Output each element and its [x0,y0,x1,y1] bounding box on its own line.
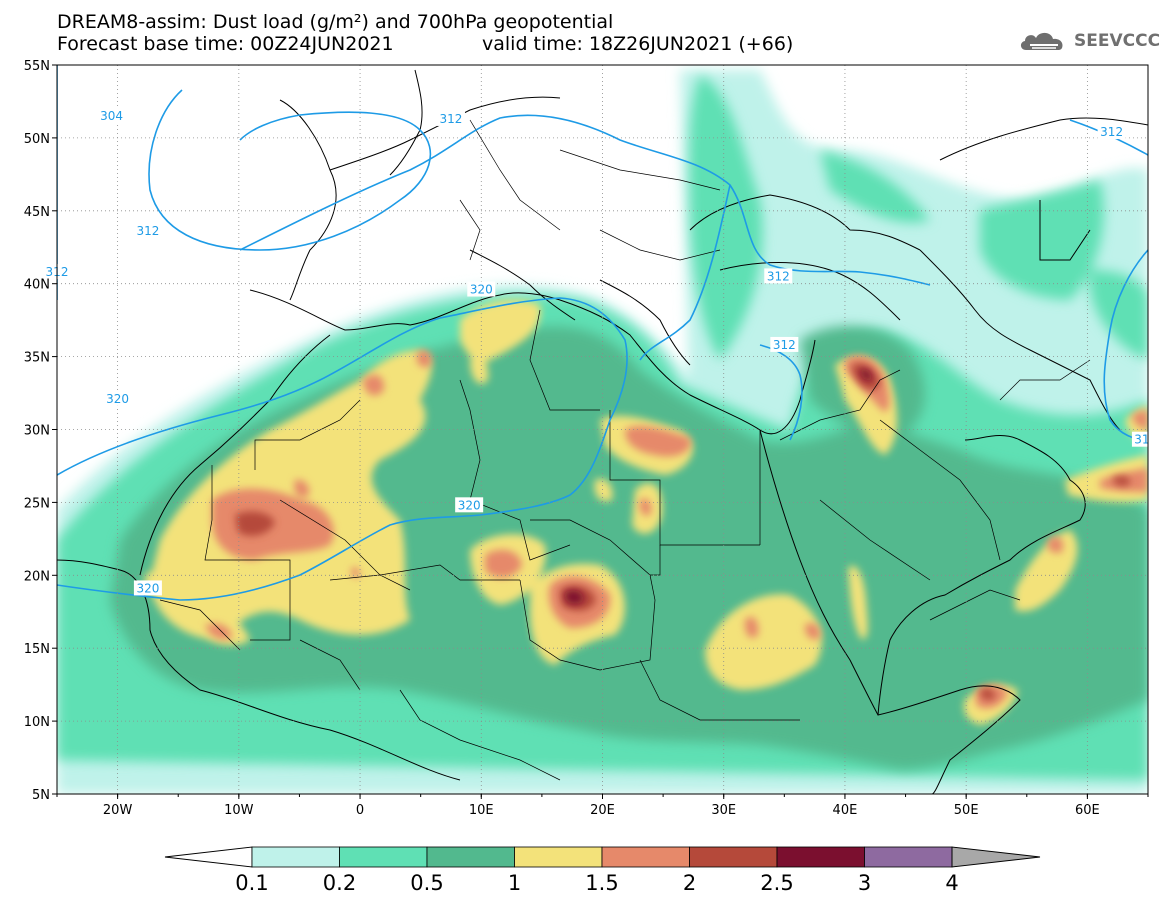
contour-label: 312 [773,338,796,352]
lat-tick-label: 20N [24,569,50,584]
contour-label: 320 [106,392,129,406]
dust-load-field [57,65,1148,794]
logo-text: SEEVCCC [1074,31,1161,51]
colorbar-label: 1 [507,871,522,895]
dust-level-1 [145,300,1148,725]
cloud-icon [1020,32,1063,50]
colorbar-swatch [601,846,690,868]
forecast-base-time: Forecast base time: 00Z24JUN2021 [57,33,394,55]
colorbar-swatch [776,846,865,868]
coastlines [57,69,1148,794]
contour-label-bg [133,580,162,596]
longitude-axis: 20W 10W 0 10E 20E 30E 40E 50E 60E [56,794,1149,818]
contour-label: 312 [767,269,790,283]
contour-label-bg [133,223,162,239]
colorbar-label: 4 [945,871,959,895]
country-borders [159,119,1091,781]
lat-tick-label: 50N [24,132,50,147]
colorbar-label: 0.2 [322,871,357,895]
valid-time: valid time: 18Z26JUN2021 (+66) [482,33,794,55]
lat-tick-label: 5N [32,788,50,803]
contour-label: 312 [440,112,463,126]
colorbar-label: 0.5 [410,871,444,895]
contour-label-bg [436,110,465,126]
lon-tick-label: 20W [103,803,133,818]
contour-label: 312 [1100,125,1123,139]
colorbar-over-triangle [951,846,1041,868]
contour-label-bg [455,497,484,513]
contour-label: 320 [470,283,493,297]
contour-label-bg [1097,124,1126,140]
colorbar-label: 2.5 [760,871,794,895]
lon-tick-label: 10E [469,803,494,818]
contour-label-bg [1131,431,1152,447]
contour-label-bg [97,108,126,124]
contour-label-bg [764,268,793,284]
dust-level-2.5 [565,369,872,604]
lon-tick-label: 30E [711,803,736,818]
colorbar-under-triangle [164,846,253,868]
lat-tick-label: 10N [24,715,50,730]
lat-tick-label: 30N [24,424,50,439]
contour-label: 320 [136,581,159,595]
colorbar-swatch [689,846,778,868]
lat-tick-label: 40N [24,278,50,293]
lon-tick-label: 10W [224,803,254,818]
map-title: DREAM8-assim: Dust load (g/m²) and 700hP… [57,11,614,33]
contour-label: 312 [136,224,159,238]
lat-tick-label: 45N [24,205,50,220]
graticule [57,65,1148,794]
contour-label-bg [467,281,496,297]
lon-tick-label: 60E [1075,803,1100,818]
colorbar [164,846,1041,868]
seevccc-logo: SEEVCCC [1018,28,1160,54]
colorbar-label: 2 [682,871,697,895]
contour-label: 320 [458,498,481,512]
lat-tick-label: 25N [24,496,50,511]
colorbar-swatch [426,846,515,868]
lat-tick-label: 35N [24,351,50,366]
lat-tick-label: 55N [24,59,50,74]
lon-tick-label: 40E [833,803,858,818]
colorbar-swatch [514,846,603,868]
geopotential-contours [57,65,1148,601]
contour-label-bg [103,390,132,406]
colorbar-label: 0.1 [235,871,269,895]
colorbar-swatch [864,846,953,868]
colorbar-label: 1.5 [585,871,619,895]
latitude-axis: 5N 10N 15N 20N 25N 30N 35N 40N 45N 50N 55N [24,59,57,803]
lat-tick-label: 15N [24,642,50,657]
contour-label-bg [770,336,799,352]
lon-tick-label: 50E [954,803,979,818]
colorbar-label: 3 [857,871,872,895]
colorbar-swatch [339,846,428,868]
colorbar-swatch [251,846,340,868]
lon-tick-label: 20E [590,803,615,818]
lon-tick-label: 0 [356,803,364,818]
contour-label: 304 [100,109,123,123]
contour-label: 31 [1134,433,1149,447]
